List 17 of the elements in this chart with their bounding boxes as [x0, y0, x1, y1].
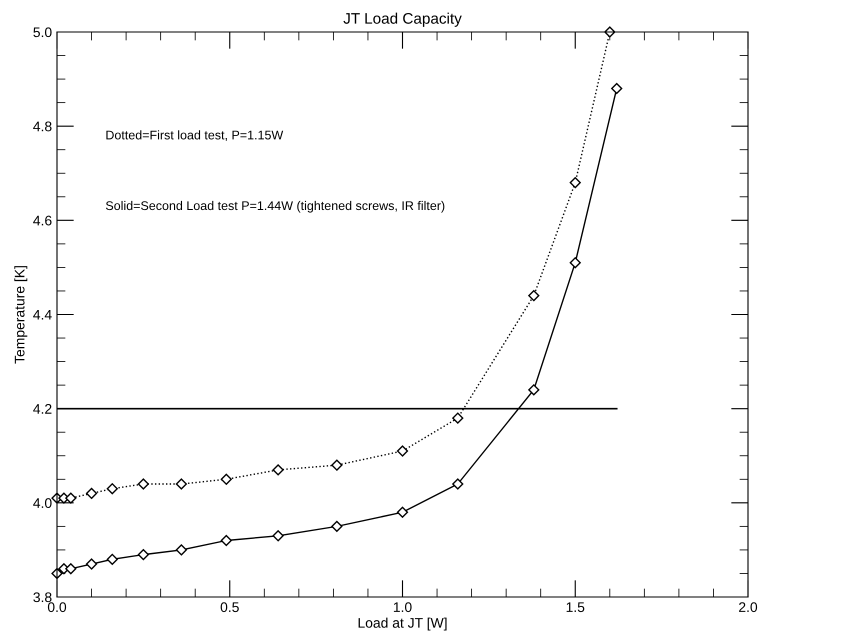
- x-tick-label: 1.0: [394, 602, 412, 612]
- y-tick-label: 4.4: [33, 310, 52, 320]
- x-tick-label: 0.5: [220, 602, 239, 612]
- x-tick-label: 0.0: [48, 602, 66, 612]
- y-axis-title: Temperature [K]: [14, 266, 28, 364]
- chart-title: JT Load Capacity: [343, 12, 462, 27]
- y-tick-label: 4.0: [33, 498, 52, 508]
- x-tick-label: 2.0: [739, 602, 758, 612]
- annotation: Dotted=First load test, P=1.15W: [106, 130, 284, 141]
- y-tick-label: 4.8: [33, 122, 52, 132]
- x-tick-label: 1.5: [566, 602, 584, 612]
- y-tick-label: 5.0: [33, 27, 52, 38]
- x-axis-title: Load at JT [W]: [358, 618, 447, 631]
- annotation: Solid=Second Load test P=1.44W (tightened screws, IR filter): [106, 200, 444, 213]
- y-tick-label: 4.2: [33, 404, 52, 414]
- y-tick-label: 4.6: [33, 216, 52, 226]
- y-tick-label: 3.8: [33, 592, 52, 602]
